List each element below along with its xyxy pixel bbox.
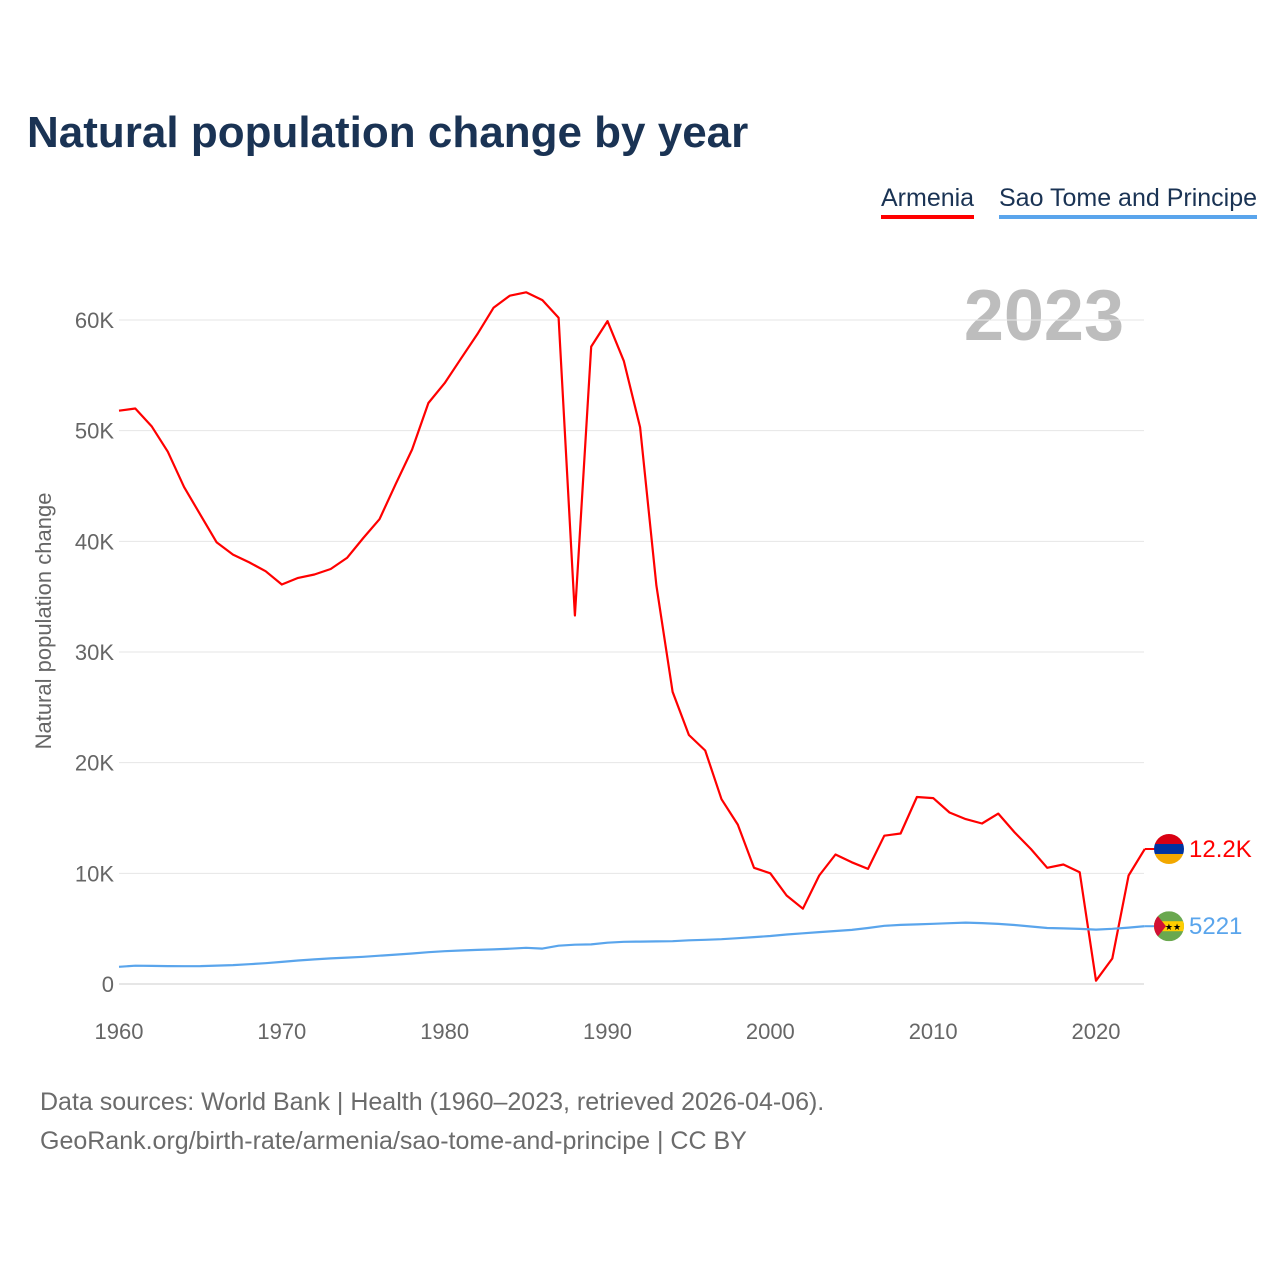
svg-text:★★: ★★ <box>1165 922 1181 932</box>
y-tick-label: 30K <box>75 640 114 665</box>
end-value-label: 5221 <box>1189 913 1242 940</box>
y-tick-label: 60K <box>75 308 114 333</box>
series-line-1 <box>118 921 1145 968</box>
sao-tome-flag-icon: ★★ <box>1154 911 1184 942</box>
x-tick-label: 1980 <box>420 1019 469 1044</box>
x-tick-label: 1960 <box>95 1019 144 1044</box>
footer-link[interactable]: GeoRank.org/birth-rate/armenia/sao-tome-… <box>40 1127 747 1155</box>
armenia-flag-icon <box>1154 833 1184 864</box>
y-tick-label: 20K <box>75 751 114 776</box>
y-tick-label: 40K <box>75 529 114 554</box>
x-tick-label: 2000 <box>746 1019 795 1044</box>
legend-sao-tome[interactable]: Sao Tome and Principe <box>999 184 1258 219</box>
chart-title: Natural population change by year <box>27 108 749 157</box>
series-line-0 <box>118 291 1146 982</box>
y-tick-label: 50K <box>75 419 114 444</box>
x-tick-label: 1990 <box>583 1019 632 1044</box>
x-tick-label: 2010 <box>909 1019 958 1044</box>
x-tick-label: 2020 <box>1072 1019 1121 1044</box>
footer-sources: Data sources: World Bank | Health (1960–… <box>40 1088 825 1116</box>
year-label: 2023 <box>964 276 1124 356</box>
y-tick-label: 10K <box>75 861 114 886</box>
y-axis-label: Natural population change <box>31 493 56 750</box>
y-tick-label: 0 <box>102 972 114 997</box>
x-tick-label: 1970 <box>257 1019 306 1044</box>
end-value-label: 12.2K <box>1189 836 1252 863</box>
legend-armenia[interactable]: Armenia <box>881 184 975 219</box>
